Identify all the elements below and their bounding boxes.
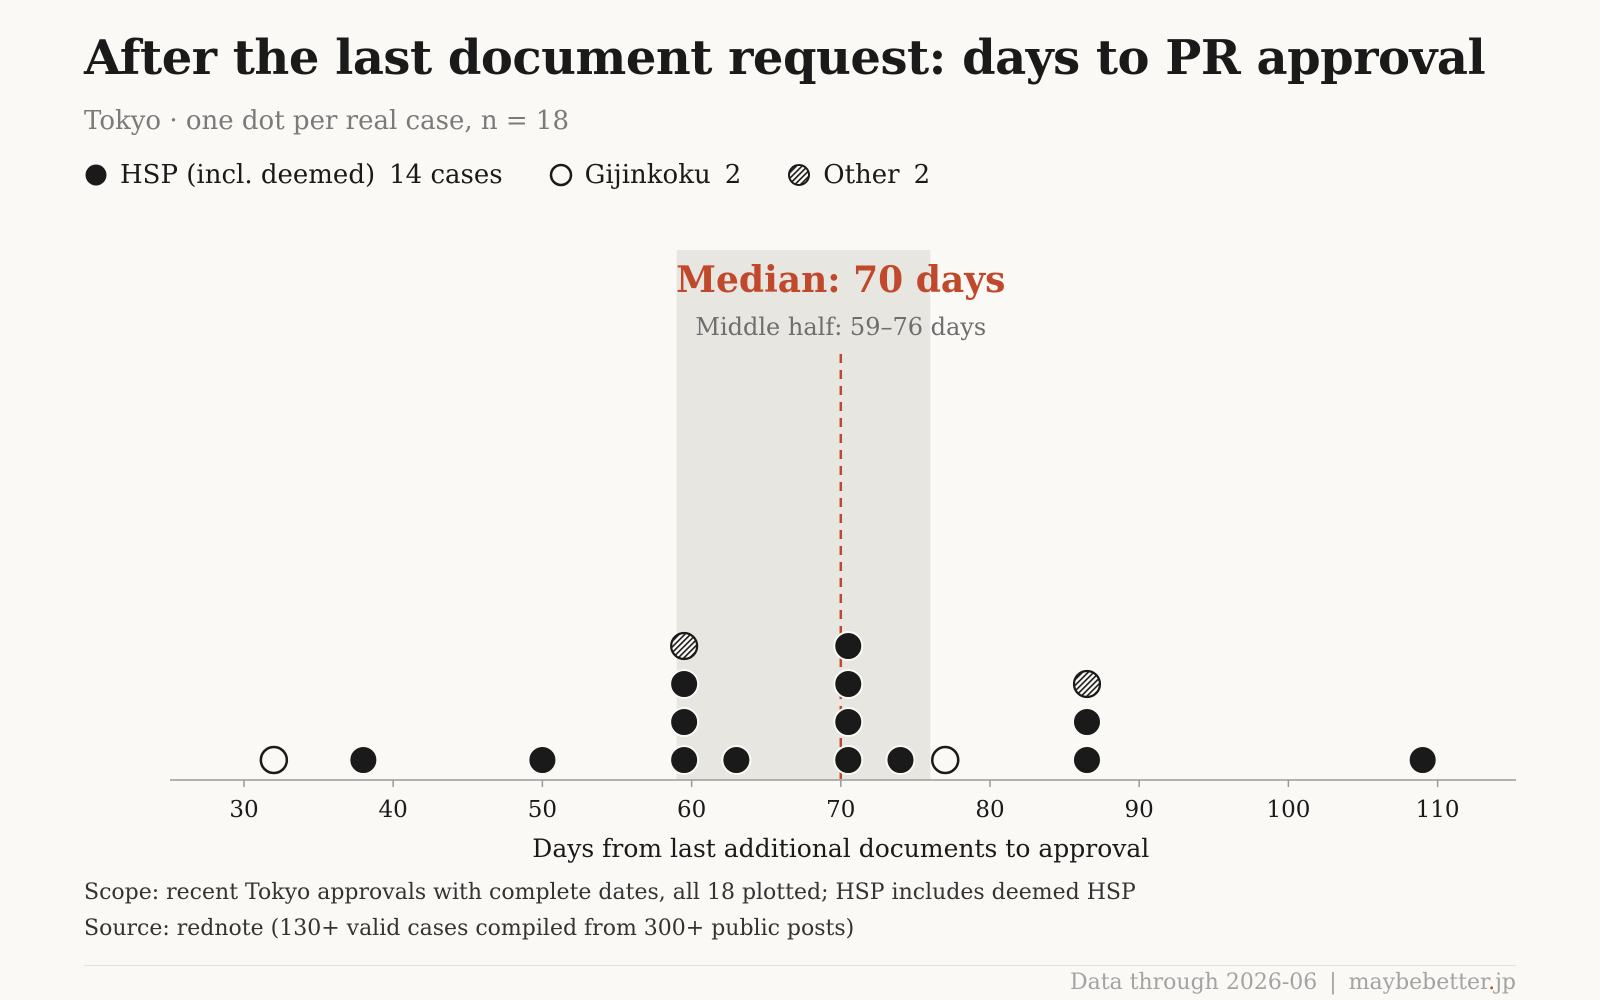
legend-hatched-dot-icon: [788, 164, 811, 186]
dot-other: [670, 631, 699, 661]
dot-hsp: [348, 745, 379, 775]
legend-item-gijinkoku: Gijinkoku 2: [549, 160, 742, 190]
legend-label-hsp: HSP (incl. deemed): [120, 160, 376, 190]
x-tick-label: 40: [379, 797, 408, 823]
x-tick-label: 30: [229, 797, 258, 823]
x-tick-label: 100: [1266, 797, 1310, 823]
dot-hsp: [833, 745, 864, 775]
scope-note: Scope: recent Tokyo approvals with compl…: [84, 880, 1136, 905]
x-tick-label: 60: [677, 797, 706, 823]
site-tld: jp: [1495, 970, 1516, 995]
dot-hsp: [833, 631, 864, 661]
x-tick-label: 80: [975, 797, 1004, 823]
chart-title: After the last document request: days to…: [84, 30, 1486, 86]
x-tick-label: 90: [1125, 797, 1154, 823]
legend: HSP (incl. deemed) 14 cases Gijinkoku 2 …: [84, 160, 976, 190]
legend-count-hsp: 14 cases: [389, 160, 503, 190]
footer: Data through 2026-06 | maybebetter.jp: [1070, 970, 1516, 995]
x-tick-label: 110: [1416, 797, 1460, 823]
dot-hsp: [885, 745, 916, 775]
footer-separator: |: [1329, 970, 1337, 995]
site-dot: .: [1488, 970, 1496, 995]
dot-hsp: [833, 669, 864, 699]
dot-gijinkoku: [930, 745, 960, 775]
middle-half-band: [676, 250, 931, 780]
legend-item-hsp: HSP (incl. deemed) 14 cases: [84, 160, 503, 190]
legend-label-gijinkoku: Gijinkoku: [584, 160, 711, 190]
x-axis-title: Days from last additional documents to a…: [532, 834, 1149, 863]
dot-hsp: [1407, 745, 1438, 775]
site-name: maybebetter: [1348, 970, 1489, 995]
legend-filled-dot-icon: [85, 164, 107, 186]
dot-hsp: [1071, 707, 1102, 737]
legend-item-other: Other 2: [787, 160, 930, 190]
legend-label-other: Other: [823, 160, 900, 190]
dot-other: [1072, 669, 1102, 699]
chart-subtitle: Tokyo · one dot per real case, n = 18: [84, 106, 570, 136]
footer-divider: [84, 965, 1516, 966]
x-tick-label: 50: [528, 797, 557, 823]
dot-hsp: [669, 745, 700, 775]
legend-hollow-dot-icon: [549, 163, 572, 187]
middle-half-label: Middle half: 59–76 days: [695, 313, 986, 341]
x-tick-label: 70: [826, 797, 855, 823]
legend-count-gijinkoku: 2: [724, 160, 742, 190]
dot-hsp: [721, 745, 752, 775]
dot-hsp: [669, 707, 700, 737]
source-note: Source: rednote (130+ valid cases compil…: [84, 916, 855, 941]
dot-hsp: [527, 745, 558, 775]
dot-hsp: [1071, 745, 1102, 775]
median-label: Median: 70 days: [676, 259, 1005, 301]
dot-hsp: [669, 669, 700, 699]
legend-count-other: 2: [913, 160, 931, 190]
dot-gijinkoku: [259, 745, 289, 775]
dot-hsp: [833, 707, 864, 737]
data-through-label: Data through 2026-06: [1069, 970, 1318, 995]
